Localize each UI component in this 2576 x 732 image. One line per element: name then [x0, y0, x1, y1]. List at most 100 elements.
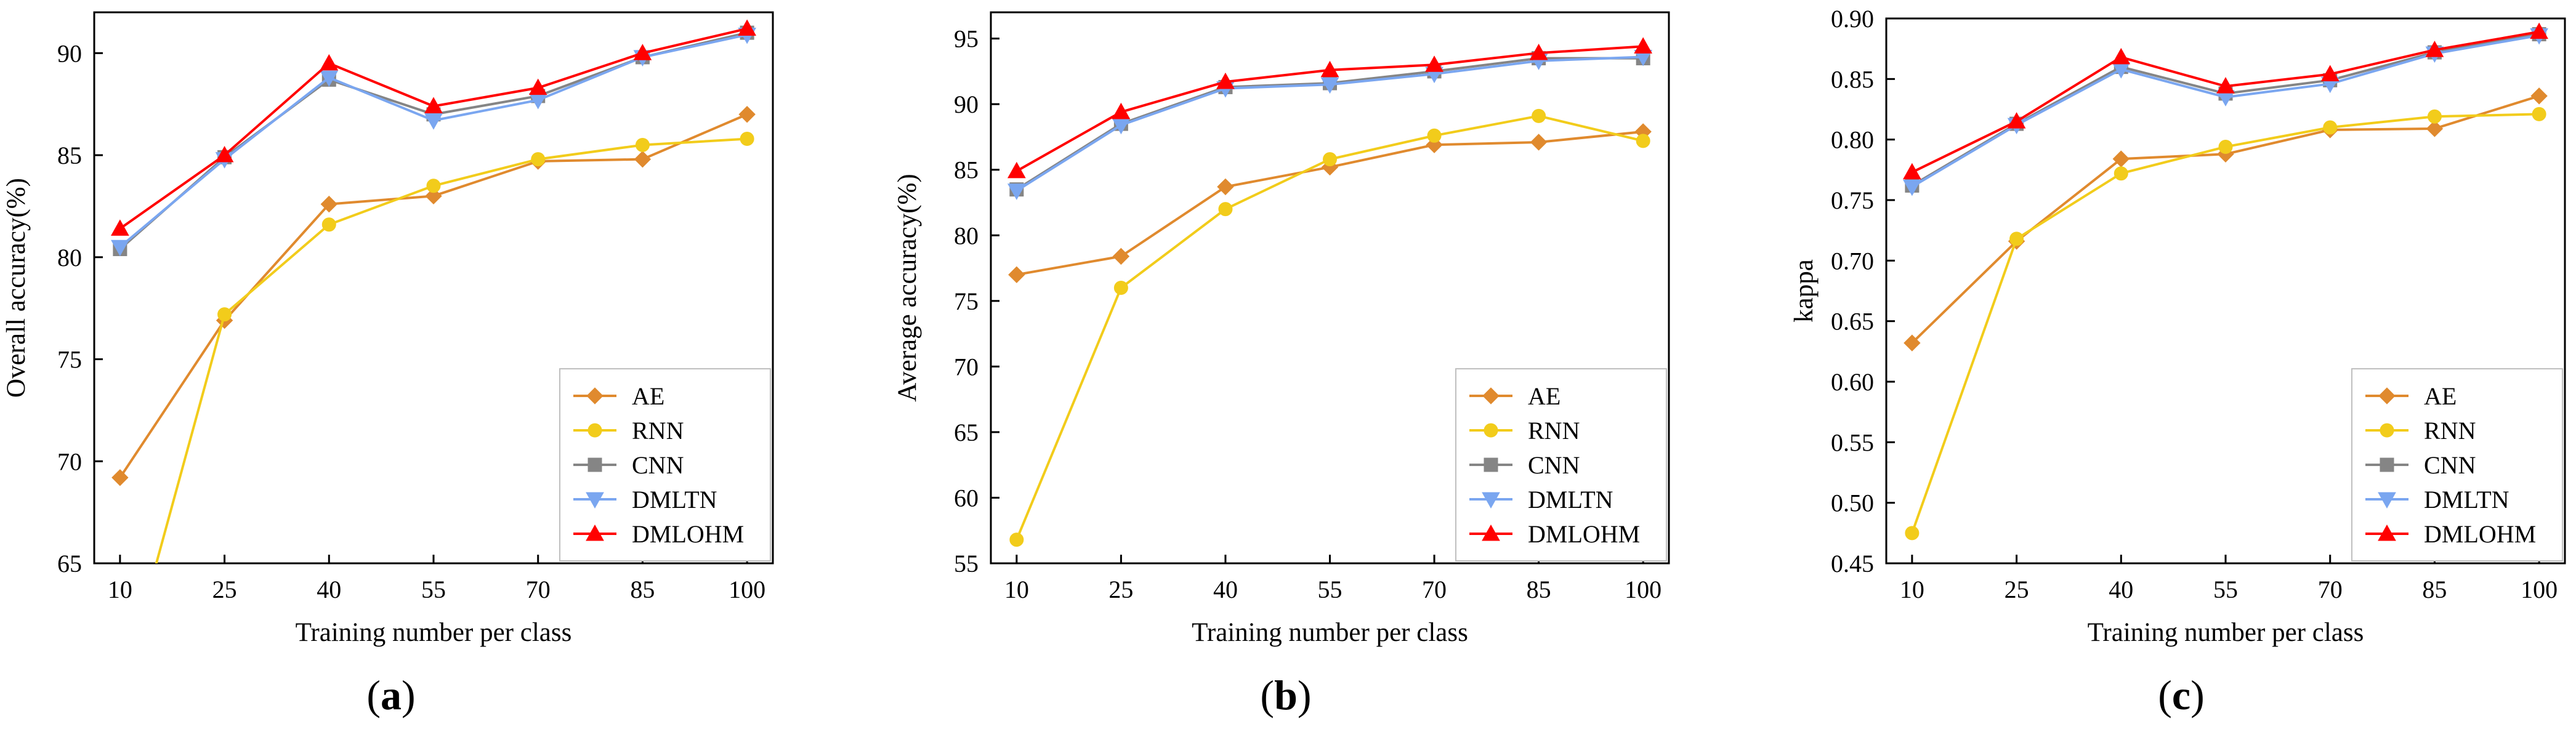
- legend-swatch-marker: [587, 423, 602, 438]
- chart-panel-b: 10 25 40 55 70 85 100 55 60 65 70 75 80 85 90 95 Trainin…: [893, 11, 1670, 718]
- legend-entry-rnn: RNN: [1469, 417, 1580, 444]
- y-tick-label: 90: [57, 39, 82, 67]
- data-point-dmlohm: [633, 44, 652, 60]
- x-tick-label: 40: [1213, 576, 1238, 603]
- data-point-rnn: [1323, 152, 1337, 167]
- series-rnn: [1905, 107, 2546, 541]
- legend-swatch-marker: [1482, 492, 1500, 509]
- y-tick-label: 0.50: [1831, 489, 1874, 517]
- series-ae: [1008, 123, 1652, 283]
- series-ae: [1904, 87, 2548, 352]
- legend-label: AE: [2424, 382, 2457, 410]
- legend-label: DMLOHM: [2424, 520, 2536, 548]
- data-point-dmlohm: [215, 146, 234, 163]
- data-point-dmltn: [1320, 77, 1339, 94]
- legend-swatch-marker: [1484, 457, 1498, 472]
- x-axis-title: Training number per class: [296, 618, 572, 647]
- data-point-dmlohm: [738, 19, 756, 36]
- series-cnn: [113, 25, 754, 257]
- y-tick-label: 60: [954, 484, 979, 512]
- y-tick-label: 80: [954, 222, 979, 249]
- data-point-ae: [1217, 178, 1234, 196]
- x-axis-title: Training number per class: [2088, 618, 2364, 647]
- legend-label: DMLTN: [632, 486, 717, 513]
- x-tick-label: 85: [1527, 576, 1551, 603]
- x-tick-label: 70: [2318, 576, 2343, 603]
- legend-swatch-marker: [587, 457, 602, 472]
- legend-entry-ae: AE: [1469, 382, 1561, 410]
- data-point-rnn: [1009, 533, 1024, 547]
- legend-entry-cnn: CNN: [1469, 451, 1580, 479]
- x-tick-label: 25: [1108, 576, 1133, 603]
- data-point-rnn: [426, 179, 441, 193]
- data-point-rnn: [1113, 281, 1128, 295]
- data-point-dmlohm: [1529, 44, 1548, 60]
- data-point-rnn: [217, 307, 232, 322]
- legend-entry-cnn: CNN: [2365, 451, 2476, 479]
- legend-label: AE: [632, 382, 664, 410]
- data-point-rnn: [635, 137, 650, 152]
- data-point-dmlohm: [111, 219, 129, 236]
- data-point-ae: [1904, 334, 1921, 352]
- y-tick-label: 0.45: [1831, 550, 1874, 577]
- data-point-dmltn: [424, 113, 443, 130]
- legend: AE RNN CNN DMLTN DMLOHM: [2351, 368, 2563, 561]
- data-point-rnn: [321, 217, 336, 232]
- data-point-dmltn: [1007, 183, 1026, 200]
- y-tick-label: 0.65: [1831, 308, 1874, 336]
- legend-label: AE: [1528, 382, 1561, 410]
- y-tick-label: 70: [57, 448, 82, 475]
- y-axis-title: Overall accuracy(%): [2, 178, 31, 398]
- data-point-dmlohm: [1216, 72, 1235, 89]
- chart-panel-c: 10 25 40 55 70 85 100 0.45 0.50 0.55 0.60 0.65 0.70 0…: [1790, 5, 2566, 718]
- y-tick-label: 0.75: [1831, 187, 1874, 214]
- data-point-dmltn: [1903, 179, 1921, 196]
- legend-entry-cnn: CNN: [573, 451, 684, 479]
- x-tick-label: 100: [729, 576, 765, 603]
- series-line-dmltn: [119, 33, 748, 248]
- x-axis-title: Training number per class: [1192, 618, 1468, 647]
- data-point-ae: [2530, 87, 2548, 105]
- y-tick-label: 0.70: [1831, 247, 1874, 275]
- y-tick-label: 70: [954, 353, 979, 380]
- legend-swatch-marker: [2380, 423, 2394, 438]
- data-point-ae: [1008, 266, 1025, 283]
- series-line-ae: [1911, 94, 2540, 344]
- series-dmltn: [1903, 28, 2548, 196]
- data-point-rnn: [113, 689, 127, 702]
- series-layer: [1007, 37, 1653, 547]
- data-point-dmlohm: [1903, 163, 1921, 180]
- x-tick-label: 70: [1422, 576, 1447, 603]
- legend-swatch-marker: [586, 387, 604, 404]
- data-point-dmlohm: [2112, 47, 2131, 65]
- legend-entry-dmlohm: DMLOHM: [1469, 520, 1640, 548]
- legend-label: RNN: [2424, 417, 2476, 444]
- x-tick-label: 85: [630, 576, 655, 603]
- series-line-cnn: [119, 31, 748, 251]
- x-tick-label: 25: [2005, 576, 2029, 603]
- data-point-dmltn: [320, 70, 339, 87]
- data-point-dmlohm: [1007, 161, 1026, 179]
- legend-entry-rnn: RNN: [2365, 417, 2476, 444]
- data-point-ae: [1530, 134, 1548, 151]
- legend-label: DMLTN: [2424, 486, 2509, 513]
- legend-label: DMLTN: [1528, 486, 1613, 513]
- y-tick-label: 0.85: [1831, 65, 1874, 93]
- data-point-dmlohm: [2216, 77, 2235, 94]
- y-tick-label: 85: [954, 156, 979, 184]
- series-rnn: [1009, 108, 1650, 547]
- legend-entry-dmlohm: DMLOHM: [573, 520, 744, 548]
- legend-entry-dmltn: DMLTN: [573, 486, 717, 513]
- panel-caption: (a): [366, 672, 415, 718]
- legend-label: RNN: [632, 417, 684, 444]
- legend-label: RNN: [1528, 417, 1580, 444]
- legend-swatch-marker: [2378, 492, 2396, 509]
- x-tick-label: 25: [212, 576, 237, 603]
- y-tick-label: 90: [954, 90, 979, 118]
- data-point-ae: [634, 150, 652, 168]
- data-point-ae: [738, 106, 756, 123]
- data-point-rnn: [2323, 120, 2338, 135]
- legend-entry-dmltn: DMLTN: [1469, 486, 1613, 513]
- legend-label: DMLOHM: [632, 520, 744, 548]
- y-tick-label: 65: [57, 550, 82, 577]
